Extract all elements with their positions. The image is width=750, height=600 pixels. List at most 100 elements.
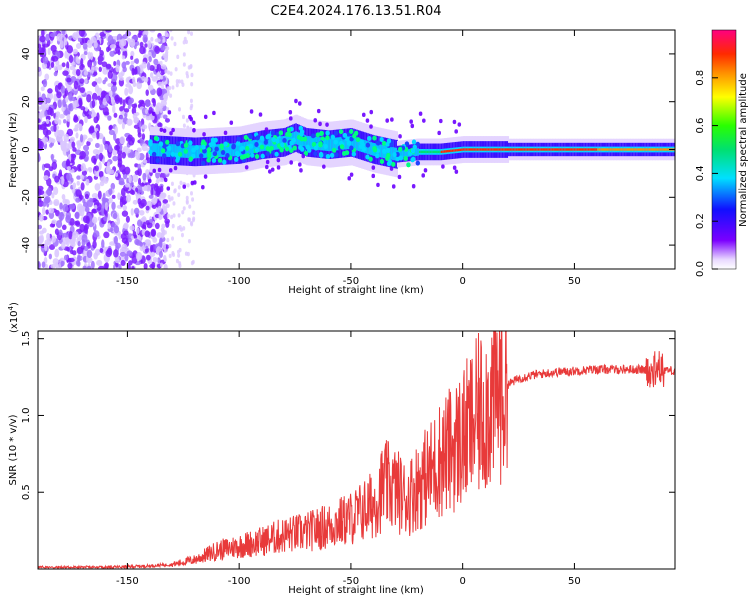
y-tick-label: 1.5	[21, 331, 32, 347]
heatmap-speck	[80, 174, 85, 180]
heatmap-speck	[184, 251, 188, 256]
heatmap-speck	[80, 163, 87, 172]
heatmap-speck	[169, 93, 173, 98]
ridge-core	[293, 131, 297, 145]
heatmap-speck	[80, 182, 85, 191]
y-tick-label: -20	[21, 189, 32, 205]
heatmap-speck	[62, 198, 68, 204]
heatmap-speck	[136, 219, 143, 227]
heatmap-speck	[156, 102, 162, 111]
ridge-core	[173, 144, 176, 158]
heatmap-speck	[66, 166, 71, 171]
ridge-core	[278, 136, 281, 150]
heatmap-speck	[171, 251, 175, 256]
ridge-core	[350, 135, 353, 149]
heatmap-speck	[70, 249, 74, 255]
heatmap-speck	[190, 103, 194, 109]
heatmap-speck	[97, 95, 101, 101]
heatmap-speck	[40, 102, 47, 110]
heatmap-speck	[44, 242, 48, 252]
ridge-peak	[658, 148, 661, 151]
heatmap-speck	[81, 239, 86, 247]
colorbar-gradient	[711, 29, 737, 270]
heatmap-speck	[161, 223, 166, 229]
heatmap-speck	[182, 62, 186, 67]
ridge-peak	[656, 148, 660, 151]
heatmap-speck	[128, 175, 132, 184]
ridge-peak	[562, 148, 566, 151]
ridge-blob	[170, 151, 176, 157]
colorbar-tick-label: 0.6	[695, 118, 706, 134]
ridge-outlier	[173, 165, 178, 171]
ridge-core	[177, 144, 181, 158]
heatmap-speck	[44, 73, 50, 81]
ridge-outlier	[265, 159, 270, 165]
ridge-peak	[459, 148, 463, 152]
heatmap-speck	[119, 115, 124, 120]
heatmap-speck	[97, 190, 102, 200]
heatmap-speck	[150, 187, 154, 196]
heatmap-speck	[62, 203, 69, 212]
ridge-outlier	[268, 169, 272, 174]
heatmap-speck	[182, 123, 186, 128]
ridge-outlier	[441, 164, 445, 169]
ridge-blob	[385, 147, 391, 153]
heatmap-speck	[111, 194, 116, 199]
ridge-core	[179, 144, 183, 158]
heatmap-speck	[145, 89, 149, 97]
heatmap-speck	[192, 210, 196, 216]
ridge-core	[329, 138, 333, 152]
ridge-outlier	[201, 185, 205, 190]
heatmap-speck	[190, 81, 194, 87]
heatmap-speck	[113, 112, 118, 118]
ridge-outlier	[203, 174, 208, 179]
heatmap-speck	[48, 244, 55, 251]
ridge-outlier	[190, 180, 195, 186]
heatmap-speck	[120, 259, 126, 266]
ridge-peak	[617, 148, 621, 151]
ridge-peak	[431, 150, 434, 154]
ridge-blob	[151, 151, 157, 157]
ridge-blob	[342, 150, 347, 156]
ridge-peak	[648, 148, 652, 151]
heatmap-speck	[178, 107, 182, 112]
heatmap-speck	[164, 118, 170, 123]
heatmap-speck	[143, 185, 148, 191]
heatmap-speck	[131, 190, 136, 195]
ridge-outlier	[452, 165, 457, 170]
heatmap-speck	[127, 237, 132, 243]
bottom-xlabel: Height of straight line (km)	[288, 585, 424, 596]
heatmap-speck	[107, 197, 113, 204]
heatmap-speck	[189, 64, 193, 70]
heatmap-speck	[119, 198, 124, 208]
heatmap-speck	[58, 119, 62, 126]
heatmap-speck	[175, 258, 179, 264]
heatmap-speck	[125, 194, 132, 203]
ridge-peak	[443, 150, 447, 153]
heatmap-speck	[59, 138, 64, 145]
heatmap-speck	[151, 261, 156, 269]
heatmap-speck	[125, 83, 132, 88]
heatmap-speck	[53, 65, 59, 72]
ridge-blob	[269, 145, 274, 151]
heatmap-speck	[83, 51, 88, 56]
heatmap-speck	[38, 97, 44, 105]
ridge-core	[310, 136, 314, 150]
ridge-peak	[423, 150, 427, 154]
y-tick-label: 0.5	[21, 484, 32, 500]
heatmap-speck	[118, 180, 125, 186]
ridge-core	[417, 148, 420, 156]
ridge-peak	[620, 148, 624, 151]
ridge-blob	[265, 146, 271, 152]
ridge-peak	[545, 148, 549, 151]
ridge-peak	[558, 148, 561, 151]
ridge-blob	[344, 136, 350, 142]
y-tick-label: 1.0	[21, 407, 32, 423]
ridge-peak	[590, 148, 594, 151]
ridge-blob	[318, 141, 323, 147]
ridge-core	[232, 143, 236, 157]
ridge-peak	[504, 148, 508, 151]
ridge-outlier	[299, 168, 303, 173]
heatmap-speck	[187, 238, 191, 244]
ridge-blob	[148, 149, 153, 155]
